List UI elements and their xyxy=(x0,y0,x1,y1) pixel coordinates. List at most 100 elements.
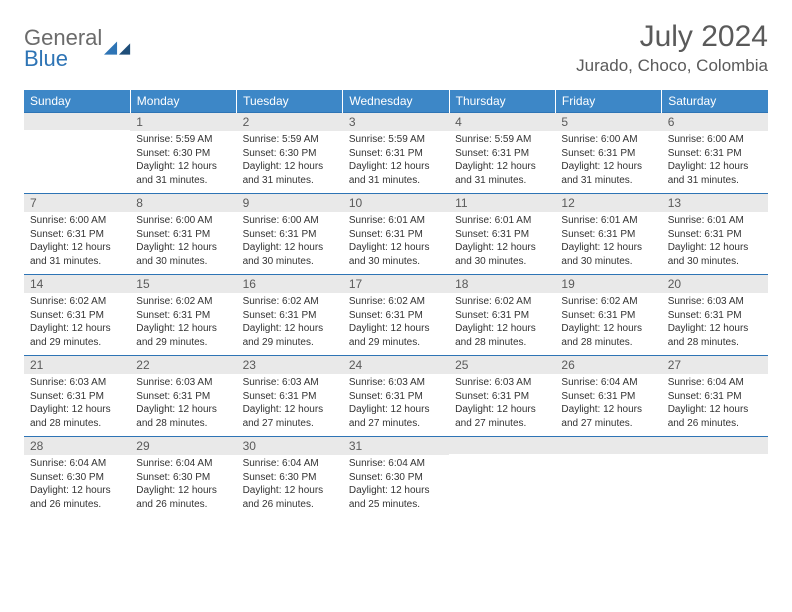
day-line-dl2: and 29 minutes. xyxy=(243,336,337,350)
day-number: 20 xyxy=(662,275,768,293)
day-line-ss: Sunset: 6:30 PM xyxy=(136,471,230,485)
day-cell: 8Sunrise: 6:00 AMSunset: 6:31 PMDaylight… xyxy=(130,194,236,275)
day-line-dl2: and 30 minutes. xyxy=(668,255,762,269)
day-line-dl2: and 30 minutes. xyxy=(561,255,655,269)
day-cell: 10Sunrise: 6:01 AMSunset: 6:31 PMDayligh… xyxy=(343,194,449,275)
day-line-ss: Sunset: 6:31 PM xyxy=(561,309,655,323)
day-cell: 24Sunrise: 6:03 AMSunset: 6:31 PMDayligh… xyxy=(343,356,449,437)
day-line-dl2: and 31 minutes. xyxy=(349,174,443,188)
dayhead-sun: Sunday xyxy=(24,90,130,113)
day-line-dl2: and 26 minutes. xyxy=(30,498,124,512)
day-details: Sunrise: 6:02 AMSunset: 6:31 PMDaylight:… xyxy=(343,293,449,355)
day-line-dl2: and 31 minutes. xyxy=(136,174,230,188)
day-details: Sunrise: 6:01 AMSunset: 6:31 PMDaylight:… xyxy=(555,212,661,274)
day-number: 8 xyxy=(130,194,236,212)
day-line-dl1: Daylight: 12 hours xyxy=(668,160,762,174)
day-line-sr: Sunrise: 6:01 AM xyxy=(561,214,655,228)
day-number: 13 xyxy=(662,194,768,212)
day-cell: 27Sunrise: 6:04 AMSunset: 6:31 PMDayligh… xyxy=(662,356,768,437)
day-line-sr: Sunrise: 5:59 AM xyxy=(136,133,230,147)
day-line-sr: Sunrise: 6:03 AM xyxy=(30,376,124,390)
day-line-sr: Sunrise: 6:04 AM xyxy=(561,376,655,390)
empty-day-body xyxy=(24,130,130,186)
day-cell: 3Sunrise: 5:59 AMSunset: 6:31 PMDaylight… xyxy=(343,113,449,194)
day-number: 17 xyxy=(343,275,449,293)
day-line-ss: Sunset: 6:30 PM xyxy=(243,147,337,161)
dayhead-sat: Saturday xyxy=(662,90,768,113)
location-text: Jurado, Choco, Colombia xyxy=(576,56,768,76)
empty-day-body xyxy=(449,454,555,510)
day-line-dl2: and 29 minutes. xyxy=(30,336,124,350)
day-line-sr: Sunrise: 6:02 AM xyxy=(349,295,443,309)
empty-day-body xyxy=(555,454,661,510)
day-line-dl1: Daylight: 12 hours xyxy=(349,241,443,255)
day-line-ss: Sunset: 6:31 PM xyxy=(455,309,549,323)
day-number: 18 xyxy=(449,275,555,293)
day-number: 27 xyxy=(662,356,768,374)
day-details: Sunrise: 6:01 AMSunset: 6:31 PMDaylight:… xyxy=(662,212,768,274)
day-details: Sunrise: 5:59 AMSunset: 6:30 PMDaylight:… xyxy=(237,131,343,193)
day-line-ss: Sunset: 6:31 PM xyxy=(30,390,124,404)
day-cell: 7Sunrise: 6:00 AMSunset: 6:31 PMDaylight… xyxy=(24,194,130,275)
day-line-ss: Sunset: 6:31 PM xyxy=(455,390,549,404)
day-line-sr: Sunrise: 6:01 AM xyxy=(455,214,549,228)
week-row: 14Sunrise: 6:02 AMSunset: 6:31 PMDayligh… xyxy=(24,275,768,356)
day-line-dl1: Daylight: 12 hours xyxy=(349,403,443,417)
day-details: Sunrise: 6:00 AMSunset: 6:31 PMDaylight:… xyxy=(24,212,130,274)
day-details: Sunrise: 6:02 AMSunset: 6:31 PMDaylight:… xyxy=(555,293,661,355)
day-number: 22 xyxy=(130,356,236,374)
day-line-ss: Sunset: 6:31 PM xyxy=(668,147,762,161)
day-line-dl1: Daylight: 12 hours xyxy=(455,403,549,417)
dayhead-mon: Monday xyxy=(130,90,236,113)
day-line-dl1: Daylight: 12 hours xyxy=(243,484,337,498)
day-number: 30 xyxy=(237,437,343,455)
brand-mark-icon xyxy=(104,39,132,59)
day-line-ss: Sunset: 6:31 PM xyxy=(243,390,337,404)
day-cell: 30Sunrise: 6:04 AMSunset: 6:30 PMDayligh… xyxy=(237,437,343,518)
day-line-sr: Sunrise: 6:04 AM xyxy=(349,457,443,471)
day-line-sr: Sunrise: 6:03 AM xyxy=(455,376,549,390)
day-cell: 23Sunrise: 6:03 AMSunset: 6:31 PMDayligh… xyxy=(237,356,343,437)
day-line-dl2: and 27 minutes. xyxy=(349,417,443,431)
day-line-sr: Sunrise: 6:03 AM xyxy=(349,376,443,390)
day-line-sr: Sunrise: 6:02 AM xyxy=(455,295,549,309)
day-line-dl1: Daylight: 12 hours xyxy=(668,241,762,255)
page-header: General Blue July 2024 Jurado, Choco, Co… xyxy=(24,20,768,76)
day-line-dl2: and 28 minutes. xyxy=(561,336,655,350)
brand-line2: Blue xyxy=(24,46,68,71)
day-line-sr: Sunrise: 6:03 AM xyxy=(243,376,337,390)
day-details: Sunrise: 6:00 AMSunset: 6:31 PMDaylight:… xyxy=(237,212,343,274)
day-details: Sunrise: 6:00 AMSunset: 6:31 PMDaylight:… xyxy=(662,131,768,193)
day-cell: 31Sunrise: 6:04 AMSunset: 6:30 PMDayligh… xyxy=(343,437,449,518)
day-details: Sunrise: 6:04 AMSunset: 6:30 PMDaylight:… xyxy=(343,455,449,517)
day-line-dl1: Daylight: 12 hours xyxy=(136,160,230,174)
empty-day-num xyxy=(662,437,768,454)
day-details: Sunrise: 6:04 AMSunset: 6:30 PMDaylight:… xyxy=(24,455,130,517)
day-line-dl2: and 28 minutes. xyxy=(668,336,762,350)
day-number: 10 xyxy=(343,194,449,212)
day-line-sr: Sunrise: 6:00 AM xyxy=(561,133,655,147)
day-details: Sunrise: 6:04 AMSunset: 6:30 PMDaylight:… xyxy=(237,455,343,517)
day-line-dl2: and 31 minutes. xyxy=(30,255,124,269)
day-line-dl1: Daylight: 12 hours xyxy=(349,484,443,498)
day-number: 12 xyxy=(555,194,661,212)
day-line-dl2: and 29 minutes. xyxy=(349,336,443,350)
day-line-ss: Sunset: 6:31 PM xyxy=(561,147,655,161)
day-cell: 9Sunrise: 6:00 AMSunset: 6:31 PMDaylight… xyxy=(237,194,343,275)
day-line-ss: Sunset: 6:31 PM xyxy=(349,390,443,404)
day-line-dl1: Daylight: 12 hours xyxy=(561,160,655,174)
day-details: Sunrise: 6:04 AMSunset: 6:31 PMDaylight:… xyxy=(662,374,768,436)
day-line-sr: Sunrise: 6:00 AM xyxy=(668,133,762,147)
day-details: Sunrise: 5:59 AMSunset: 6:31 PMDaylight:… xyxy=(343,131,449,193)
day-number: 7 xyxy=(24,194,130,212)
day-number: 2 xyxy=(237,113,343,131)
day-line-ss: Sunset: 6:31 PM xyxy=(30,228,124,242)
day-line-ss: Sunset: 6:31 PM xyxy=(243,309,337,323)
day-number: 25 xyxy=(449,356,555,374)
calendar-table: Sunday Monday Tuesday Wednesday Thursday… xyxy=(24,90,768,517)
day-cell xyxy=(662,437,768,518)
day-line-dl2: and 26 minutes. xyxy=(668,417,762,431)
day-line-ss: Sunset: 6:31 PM xyxy=(136,228,230,242)
day-line-sr: Sunrise: 5:59 AM xyxy=(455,133,549,147)
day-line-sr: Sunrise: 6:02 AM xyxy=(561,295,655,309)
